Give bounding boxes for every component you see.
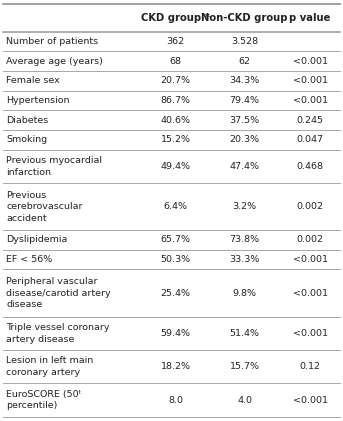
Text: 20.3%: 20.3% xyxy=(229,135,260,144)
Text: 6.4%: 6.4% xyxy=(164,202,188,211)
Text: 34.3%: 34.3% xyxy=(229,76,260,85)
Text: 9.8%: 9.8% xyxy=(233,288,257,298)
Text: 59.4%: 59.4% xyxy=(161,329,191,338)
Text: 0.002: 0.002 xyxy=(297,235,324,245)
Text: <0.001: <0.001 xyxy=(293,329,328,338)
Text: 73.8%: 73.8% xyxy=(229,235,260,245)
Text: 20.7%: 20.7% xyxy=(161,76,191,85)
Text: Number of patients: Number of patients xyxy=(6,37,98,46)
Text: 362: 362 xyxy=(167,37,185,46)
Text: 47.4%: 47.4% xyxy=(229,162,260,171)
Text: Previous
cerebrovascular
accident: Previous cerebrovascular accident xyxy=(6,191,83,223)
Text: EF < 56%: EF < 56% xyxy=(6,255,52,264)
Text: 3.2%: 3.2% xyxy=(233,202,257,211)
Text: p value: p value xyxy=(289,13,331,23)
Text: 51.4%: 51.4% xyxy=(229,329,260,338)
Text: Diabetes: Diabetes xyxy=(6,116,48,125)
Text: Lesion in left main
coronary artery: Lesion in left main coronary artery xyxy=(6,357,93,377)
Text: <0.001: <0.001 xyxy=(293,255,328,264)
Text: 0.468: 0.468 xyxy=(297,162,324,171)
Text: Hypertension: Hypertension xyxy=(6,96,70,105)
Text: <0.001: <0.001 xyxy=(293,76,328,85)
Text: <0.001: <0.001 xyxy=(293,396,328,405)
Text: Female sex: Female sex xyxy=(6,76,60,85)
Text: 18.2%: 18.2% xyxy=(161,362,191,371)
Text: 15.7%: 15.7% xyxy=(229,362,260,371)
Text: 15.2%: 15.2% xyxy=(161,135,191,144)
Text: EuroSCORE (50ᵗ
percentile): EuroSCORE (50ᵗ percentile) xyxy=(6,390,82,410)
Text: 68: 68 xyxy=(170,57,182,66)
Text: 62: 62 xyxy=(239,57,251,66)
Text: 25.4%: 25.4% xyxy=(161,288,191,298)
Text: 0.12: 0.12 xyxy=(300,362,321,371)
Text: <0.001: <0.001 xyxy=(293,96,328,105)
Text: 65.7%: 65.7% xyxy=(161,235,191,245)
Text: 3.528: 3.528 xyxy=(231,37,258,46)
Text: <0.001: <0.001 xyxy=(293,288,328,298)
Text: 0.002: 0.002 xyxy=(297,202,324,211)
Text: 0.047: 0.047 xyxy=(297,135,324,144)
Text: Peripheral vascular
disease/carotid artery
disease: Peripheral vascular disease/carotid arte… xyxy=(6,277,111,309)
Text: <0.001: <0.001 xyxy=(293,57,328,66)
Text: 4.0: 4.0 xyxy=(237,396,252,405)
Text: 86.7%: 86.7% xyxy=(161,96,191,105)
Text: Non-CKD group: Non-CKD group xyxy=(201,13,288,23)
Text: Dyslipidemia: Dyslipidemia xyxy=(6,235,68,245)
Text: 49.4%: 49.4% xyxy=(161,162,191,171)
Text: Smoking: Smoking xyxy=(6,135,47,144)
Text: CKD group *: CKD group * xyxy=(141,13,210,23)
Text: Previous myocardial
infarction: Previous myocardial infarction xyxy=(6,156,102,176)
Text: 40.6%: 40.6% xyxy=(161,116,191,125)
Text: 33.3%: 33.3% xyxy=(229,255,260,264)
Text: 8.0: 8.0 xyxy=(168,396,183,405)
Text: 79.4%: 79.4% xyxy=(229,96,260,105)
Text: Triple vessel coronary
artery disease: Triple vessel coronary artery disease xyxy=(6,323,110,344)
Text: Average age (years): Average age (years) xyxy=(6,57,103,66)
Text: 37.5%: 37.5% xyxy=(229,116,260,125)
Text: 50.3%: 50.3% xyxy=(161,255,191,264)
Text: 0.245: 0.245 xyxy=(297,116,324,125)
